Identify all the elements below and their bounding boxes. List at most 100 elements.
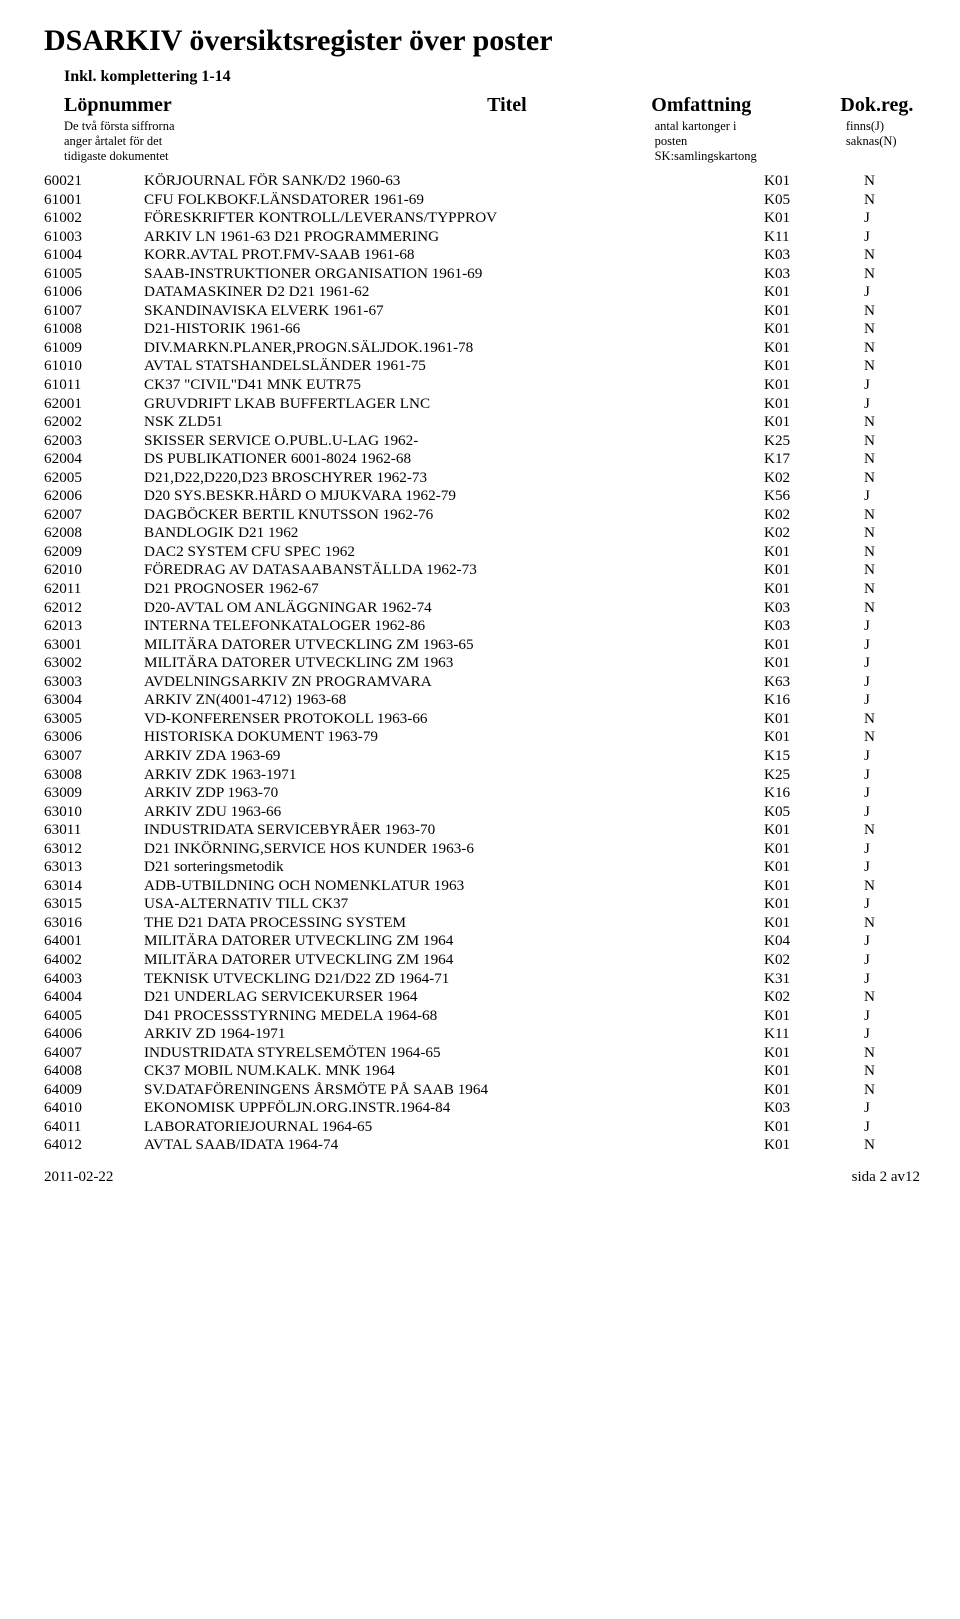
row-title: MILITÄRA DATORER UTVECKLING ZM 1963-65	[144, 636, 764, 655]
row-number: 64012	[44, 1136, 144, 1155]
row-flag: N	[864, 1136, 904, 1155]
row-kartong: K01	[764, 636, 864, 655]
footer-page: sida 2 av12	[852, 1169, 920, 1186]
table-row: 63010ARKIV ZDU 1963-66K05J	[44, 803, 920, 822]
subheader-col1-line1: De två första siffrorna	[64, 119, 357, 134]
row-number: 61006	[44, 283, 144, 302]
column-header-row: Löpnummer Titel Omfattning Dok.reg.	[64, 94, 920, 117]
row-kartong: K01	[764, 654, 864, 673]
row-kartong: K63	[764, 673, 864, 692]
row-title: AVDELNINGSARKIV ZN PROGRAMVARA	[144, 673, 764, 692]
row-title: VD-KONFERENSER PROTOKOLL 1963-66	[144, 710, 764, 729]
table-row: 62003SKISSER SERVICE O.PUBL.U-LAG 1962-K…	[44, 432, 920, 451]
row-flag: N	[864, 265, 904, 284]
row-number: 61005	[44, 265, 144, 284]
row-flag: N	[864, 469, 904, 488]
row-title: ARKIV ZDK 1963-1971	[144, 766, 764, 785]
row-title: AVTAL SAAB/IDATA 1964-74	[144, 1136, 764, 1155]
table-row: 61008D21-HISTORIK 1961-66K01N	[44, 320, 920, 339]
row-number: 63009	[44, 784, 144, 803]
row-number: 61008	[44, 320, 144, 339]
row-title: D21 UNDERLAG SERVICEKURSER 1964	[144, 988, 764, 1007]
table-row: 62004DS PUBLIKATIONER 6001-8024 1962-68K…	[44, 450, 920, 469]
row-flag: N	[864, 246, 904, 265]
header-titel: Titel	[363, 94, 652, 117]
row-number: 63006	[44, 728, 144, 747]
row-title: SV.DATAFÖRENINGENS ÅRSMÖTE PÅ SAAB 1964	[144, 1081, 764, 1100]
row-title: D20 SYS.BESKR.HÅRD O MJUKVARA 1962-79	[144, 487, 764, 506]
row-flag: J	[864, 209, 904, 228]
row-kartong: K01	[764, 1007, 864, 1026]
row-flag: N	[864, 599, 904, 618]
row-flag: N	[864, 1062, 904, 1081]
page-title: DSARKIV översiktsregister över poster	[44, 24, 920, 58]
row-kartong: K01	[764, 877, 864, 896]
table-row: 62013INTERNA TELEFONKATALOGER 1962-86K03…	[44, 617, 920, 636]
row-flag: N	[864, 728, 904, 747]
row-flag: J	[864, 487, 904, 506]
row-number: 61002	[44, 209, 144, 228]
row-flag: J	[864, 747, 904, 766]
table-row: 61006DATAMASKINER D2 D21 1961-62K01J	[44, 283, 920, 302]
row-title: DS PUBLIKATIONER 6001-8024 1962-68	[144, 450, 764, 469]
row-title: ARKIV LN 1961-63 D21 PROGRAMMERING	[144, 228, 764, 247]
row-number: 63014	[44, 877, 144, 896]
row-title: ARKIV ZDU 1963-66	[144, 803, 764, 822]
row-title: ARKIV ZDA 1963-69	[144, 747, 764, 766]
table-row: 64002MILITÄRA DATORER UTVECKLING ZM 1964…	[44, 951, 920, 970]
row-number: 64010	[44, 1099, 144, 1118]
row-flag: N	[864, 543, 904, 562]
table-row: 63016THE D21 DATA PROCESSING SYSTEMK01N	[44, 914, 920, 933]
row-number: 63015	[44, 895, 144, 914]
row-number: 64009	[44, 1081, 144, 1100]
row-title: ARKIV ZDP 1963-70	[144, 784, 764, 803]
row-kartong: K01	[764, 728, 864, 747]
page-subtitle: Inkl. komplettering 1-14	[64, 68, 920, 86]
footer-date: 2011-02-22	[44, 1169, 113, 1186]
row-flag: J	[864, 691, 904, 710]
row-kartong: K01	[764, 858, 864, 877]
table-row: 61010AVTAL STATSHANDELSLÄNDER 1961-75K01…	[44, 357, 920, 376]
row-number: 63003	[44, 673, 144, 692]
row-title: DIV.MARKN.PLANER,PROGN.SÄLJDOK.1961-78	[144, 339, 764, 358]
row-kartong: K01	[764, 1136, 864, 1155]
row-title: INDUSTRIDATA STYRELSEMÖTEN 1964-65	[144, 1044, 764, 1063]
row-flag: N	[864, 302, 904, 321]
row-title: D21 sorteringsmetodik	[144, 858, 764, 877]
row-kartong: K01	[764, 357, 864, 376]
table-row: 63001MILITÄRA DATORER UTVECKLING ZM 1963…	[44, 636, 920, 655]
row-kartong: K15	[764, 747, 864, 766]
subheader-col4-line3	[842, 149, 920, 164]
row-title: HISTORISKA DOKUMENT 1963-79	[144, 728, 764, 747]
subheader-col3-line1: antal kartonger i	[357, 119, 842, 134]
row-flag: J	[864, 858, 904, 877]
table-row: 61009DIV.MARKN.PLANER,PROGN.SÄLJDOK.1961…	[44, 339, 920, 358]
row-flag: J	[864, 1118, 904, 1137]
row-flag: N	[864, 710, 904, 729]
subheader-col1-line3: tidigaste dokumentet	[64, 149, 357, 164]
subheader-row: De två första siffrorna antal kartonger …	[64, 119, 920, 134]
table-row: 63012D21 INKÖRNING,SERVICE HOS KUNDER 19…	[44, 840, 920, 859]
row-kartong: K03	[764, 246, 864, 265]
row-number: 64002	[44, 951, 144, 970]
row-kartong: K16	[764, 784, 864, 803]
row-number: 63013	[44, 858, 144, 877]
row-flag: N	[864, 320, 904, 339]
table-row: 63004ARKIV ZN(4001-4712) 1963-68K16J	[44, 691, 920, 710]
row-kartong: K56	[764, 487, 864, 506]
table-row: 64005D41 PROCESSSTYRNING MEDELA 1964-68K…	[44, 1007, 920, 1026]
row-title: KÖRJOURNAL FÖR SANK/D2 1960-63	[144, 172, 764, 191]
row-kartong: K17	[764, 450, 864, 469]
row-title: KORR.AVTAL PROT.FMV-SAAB 1961-68	[144, 246, 764, 265]
subheader-col3-line3: SK:samlingskartong	[357, 149, 842, 164]
row-title: CK37 MOBIL NUM.KALK. MNK 1964	[144, 1062, 764, 1081]
row-flag: J	[864, 617, 904, 636]
row-kartong: K01	[764, 895, 864, 914]
row-number: 63005	[44, 710, 144, 729]
row-number: 64001	[44, 932, 144, 951]
row-title: SAAB-INSTRUKTIONER ORGANISATION 1961-69	[144, 265, 764, 284]
table-row: 61011CK37 "CIVIL"D41 MNK EUTR75K01J	[44, 376, 920, 395]
row-number: 61010	[44, 357, 144, 376]
subheader-col4-line2: saknas(N)	[842, 134, 920, 149]
table-row: 61004KORR.AVTAL PROT.FMV-SAAB 1961-68K03…	[44, 246, 920, 265]
